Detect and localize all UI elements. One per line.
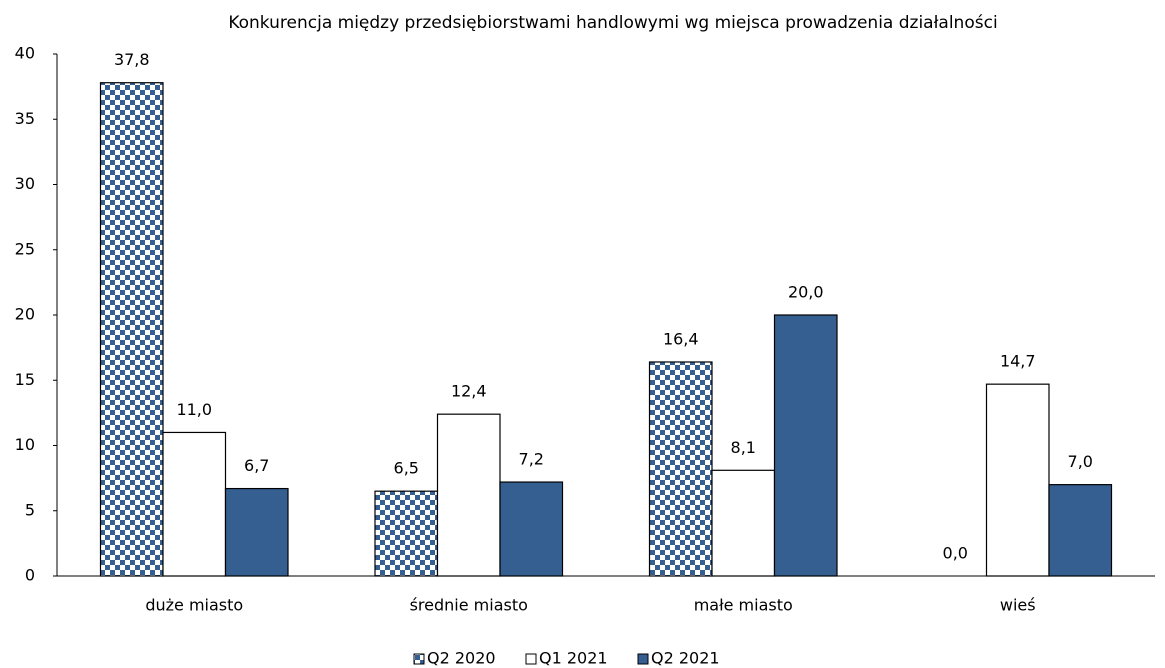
x-tick-label: wieś <box>1000 596 1036 615</box>
value-label: 37,8 <box>114 50 150 69</box>
y-tick-label: 40 <box>15 44 35 63</box>
value-label: 12,4 <box>451 382 487 401</box>
legend-label: Q1 2021 <box>539 649 608 668</box>
y-tick-label: 10 <box>15 435 35 454</box>
y-tick-label: 35 <box>15 109 35 128</box>
value-label: 14,7 <box>1000 352 1036 371</box>
legend-swatch <box>637 653 649 665</box>
value-label: 8,1 <box>731 438 756 457</box>
bar <box>224 487 289 577</box>
value-label: 7,2 <box>519 450 544 469</box>
value-label: 7,0 <box>1068 452 1093 471</box>
bar <box>499 481 564 577</box>
x-tick-label: średnie miasto <box>410 596 528 615</box>
bar <box>711 469 776 577</box>
bar <box>773 314 838 577</box>
y-tick-label: 5 <box>25 500 35 519</box>
value-label: 6,7 <box>244 456 269 475</box>
x-tick-label: małe miasto <box>694 596 793 615</box>
bar <box>162 431 227 577</box>
y-tick-label: 25 <box>15 239 35 258</box>
y-tick-label: 15 <box>15 370 35 389</box>
bar <box>648 361 713 577</box>
legend-swatch <box>413 653 425 665</box>
value-label: 20,0 <box>788 283 824 302</box>
bar <box>374 490 439 577</box>
bar <box>985 383 1050 577</box>
chart-title: Konkurencja między przedsiębiorstwami ha… <box>228 13 997 33</box>
value-label: 16,4 <box>663 329 699 348</box>
legend-label: Q2 2020 <box>427 649 496 668</box>
y-tick-label: 30 <box>15 174 35 193</box>
x-tick-label: duże miasto <box>145 596 243 615</box>
bar <box>436 413 501 577</box>
legend-swatch <box>525 653 537 665</box>
bar <box>1048 484 1113 577</box>
value-label: 6,5 <box>394 459 419 478</box>
y-tick-label: 0 <box>25 566 35 585</box>
value-label: 0,0 <box>943 544 968 563</box>
bar <box>99 82 164 577</box>
legend-label: Q2 2021 <box>651 649 720 668</box>
y-tick-label: 20 <box>15 305 35 324</box>
value-label: 11,0 <box>176 400 212 419</box>
